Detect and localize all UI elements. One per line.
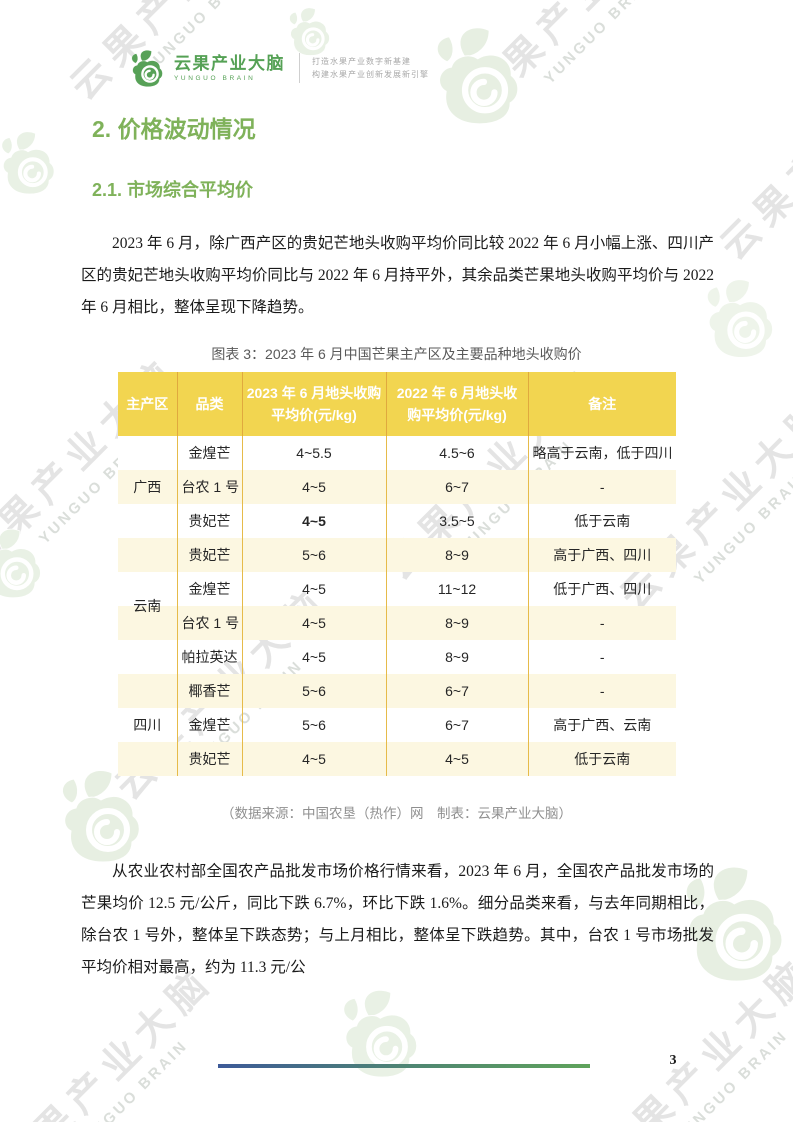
- category-cell: 贵妃芒: [177, 538, 243, 572]
- note-cell: 高于广西、云南: [553, 717, 652, 733]
- table-row: 广西 金煌芒 4~5.5 4.5~6 略高于云南，低于四川: [118, 436, 676, 538]
- price-2023-cell: 5~6: [242, 708, 387, 742]
- brand-slogan-line1: 打造水果产业数字新基建: [312, 57, 411, 66]
- table-row: 帕拉英达 4~5 8~9 -: [118, 640, 676, 674]
- column-header-price-2022: 2022 年 6 月地头收购平均价(元/kg): [386, 372, 529, 436]
- category-cell: 金煌芒: [177, 572, 243, 606]
- brand-slogans: 打造水果产业数字新基建 构建水果产业创新发展新引擎: [312, 55, 429, 81]
- brand-names: 云果产业大脑 YUNGUO BRAIN: [174, 54, 285, 83]
- data-source-note: （数据来源：中国农垦（热作）网 制表：云果产业大脑）: [221, 806, 572, 821]
- price-2023-cell: 4~5: [242, 640, 387, 674]
- note-cell: -: [528, 470, 676, 504]
- note-cell: 高于广西、四川: [528, 538, 676, 572]
- page-number: 3: [669, 1053, 677, 1068]
- section-heading: 2. 价格波动情况: [92, 116, 256, 142]
- price-2022-cell: 6~7: [386, 708, 529, 742]
- price-2022-cell: 3.5~5: [386, 504, 529, 538]
- table-row: 四川 椰香芒 5~6 6~7-: [118, 674, 676, 776]
- table-row: 贵妃芒 4~5 4~5 低于云南: [118, 742, 676, 776]
- region-cell: 四川: [118, 674, 178, 776]
- category-cell: 贵妃芒: [177, 504, 243, 538]
- category-cell: 金煌芒: [177, 436, 243, 470]
- price-2022-cell: 4.5~6: [386, 436, 529, 470]
- column-header-note: 备注: [528, 372, 676, 436]
- table-header-row: 主产区 品类 2023 年 6 月地头收购平均价(元/kg) 2022 年 6 …: [118, 372, 676, 436]
- note-cell: 低于云南: [528, 742, 676, 776]
- table-row: 台农 1 号 4~5 6~7-: [118, 470, 676, 504]
- price-2022-cell: 11~12: [386, 572, 529, 606]
- price-table-wrapper: 主产区 品类 2023 年 6 月地头收购平均价(元/kg) 2022 年 6 …: [118, 372, 676, 776]
- category-cell: 椰香芒: [177, 674, 243, 708]
- table-row: 金煌芒 4~5 11~12 低于广西、四川: [118, 572, 676, 606]
- price-2023-cell: 5~6: [242, 538, 387, 572]
- brand-header: 云果产业大脑 YUNGUO BRAIN 打造水果产业数字新基建 构建水果产业创新…: [126, 48, 429, 88]
- note-cell: 低于云南: [574, 513, 631, 529]
- price-2023-cell: 4~5: [242, 742, 387, 776]
- table-row: 贵妃芒 4~5 3.5~5 低于云南: [118, 504, 676, 538]
- column-header-category: 品类: [177, 372, 243, 436]
- brand-name-en: YUNGUO BRAIN: [174, 74, 256, 82]
- paragraph-2: 从农业农村部全国农产品批发市场价格行情来看，2023 年 6 月，全国农产品批发…: [81, 863, 714, 976]
- note-cell: -: [599, 649, 605, 665]
- category-cell: 台农 1 号: [177, 606, 243, 640]
- price-2022-cell: 6~7: [386, 470, 529, 504]
- price-2023-cell: 4~5: [242, 606, 387, 640]
- price-2023-cell: 5~6: [242, 674, 387, 708]
- category-cell: 贵妃芒: [177, 742, 243, 776]
- note-cell: 低于广西、四川: [553, 581, 652, 597]
- price-2023-cell: 4~5: [242, 572, 387, 606]
- price-2023-cell: 4~5: [242, 470, 387, 504]
- footer-divider-line: [218, 1064, 590, 1068]
- price-2022-cell: 8~9: [386, 640, 529, 674]
- table-row: 金煌芒 5~6 6~7 高于广西、云南: [118, 708, 676, 742]
- yunguo-logo-icon: [126, 48, 166, 88]
- price-2022-cell: 8~9: [386, 538, 529, 572]
- price-2022-cell: 6~7: [386, 674, 529, 708]
- brand-slogan-line2: 构建水果产业创新发展新引擎: [312, 70, 429, 79]
- subsection-heading: 2.1. 市场综合平均价: [92, 180, 254, 200]
- paragraph-1: 2023 年 6 月，除广西产区的贵妃芒地头收购平均价同比较 2022 年 6 …: [81, 235, 714, 316]
- price-table: 主产区 品类 2023 年 6 月地头收购平均价(元/kg) 2022 年 6 …: [118, 372, 676, 776]
- column-header-price-2023: 2023 年 6 月地头收购平均价(元/kg): [242, 372, 387, 436]
- price-table-body: 广西 金煌芒 4~5.5 4.5~6 略高于云南，低于四川 台农 1 号 4~5 6~7- 贵妃…: [118, 436, 676, 776]
- brand-name-cn: 云果产业大脑: [174, 53, 285, 73]
- table-row: 台农 1 号 4~5 8~9-: [118, 606, 676, 640]
- category-cell: 帕拉英达: [177, 640, 243, 674]
- region-cell: 云南: [118, 538, 178, 674]
- brand-divider: [299, 53, 300, 83]
- region-cell: 广西: [118, 436, 178, 538]
- price-2023-cell: 4~5: [242, 504, 387, 538]
- note-cell: 略高于云南，低于四川: [532, 445, 673, 461]
- price-2022-cell: 8~9: [386, 606, 529, 640]
- table-title: 图表 3：2023 年 6 月中国芒果主产区及主要品种地头收购价: [211, 346, 582, 362]
- note-cell: -: [528, 674, 676, 708]
- category-cell: 金煌芒: [177, 708, 243, 742]
- category-cell: 台农 1 号: [177, 470, 243, 504]
- price-2023-cell: 4~5.5: [242, 436, 387, 470]
- price-2022-cell: 4~5: [386, 742, 529, 776]
- table-row: 云南 贵妃芒 5~6 8~9 高于广西、四川: [118, 538, 676, 674]
- column-header-region: 主产区: [118, 372, 178, 436]
- note-cell: -: [528, 606, 676, 640]
